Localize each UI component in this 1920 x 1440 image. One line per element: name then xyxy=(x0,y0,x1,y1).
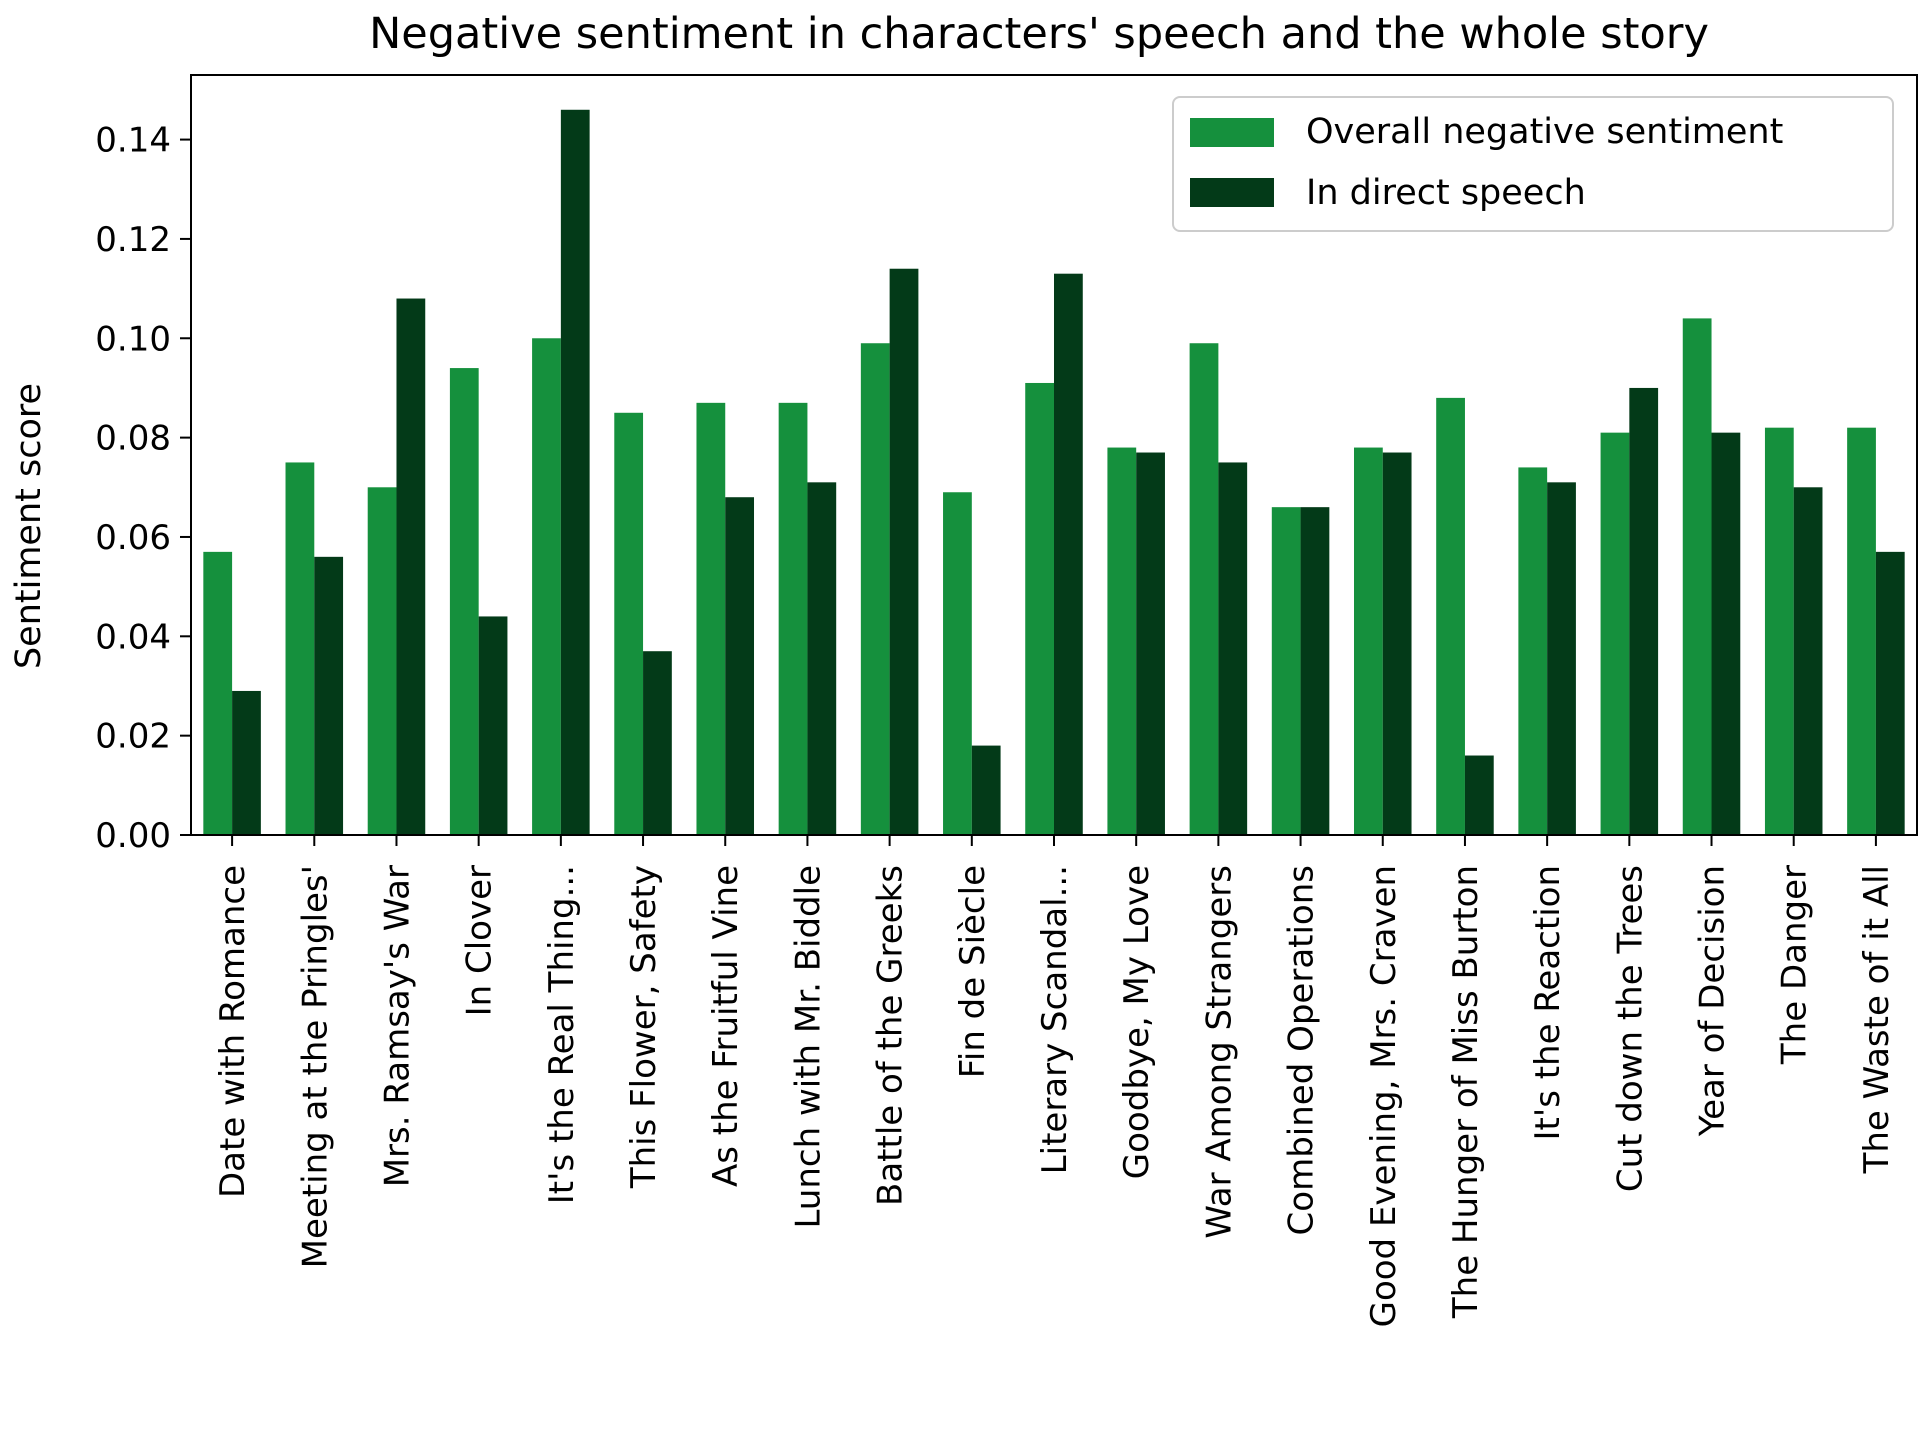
x-tick-label-11: Goodbye, My Love xyxy=(1117,865,1157,1179)
y-tick-label-5: 0.10 xyxy=(95,319,171,359)
x-tick-label-4: It's the Real Thing... xyxy=(542,865,582,1204)
bar-direct-speech-6 xyxy=(725,497,755,835)
bar-direct-speech-16 xyxy=(1547,482,1576,835)
bar-direct-speech-19 xyxy=(1793,487,1823,835)
y-tick-label-4: 0.08 xyxy=(95,419,171,459)
bar-overall-0 xyxy=(203,551,233,835)
legend: Overall negative sentiment In direct spe… xyxy=(1172,96,1894,232)
bar-direct-speech-7 xyxy=(807,482,837,835)
x-tick-label-18: Year of Decision xyxy=(1693,865,1733,1137)
x-tick-label-12: War Among Strangers xyxy=(1199,865,1239,1239)
bar-overall-16 xyxy=(1518,467,1548,835)
y-tick-label-1: 0.02 xyxy=(95,717,171,757)
bar-overall-6 xyxy=(696,402,726,835)
y-tick-label-0: 0.00 xyxy=(95,816,171,856)
bar-direct-speech-0 xyxy=(232,690,261,835)
bar-overall-4 xyxy=(532,338,561,835)
x-tick-label-5: This Flower, Safety xyxy=(624,865,664,1189)
bar-direct-speech-12 xyxy=(1218,462,1248,835)
y-tick-label-3: 0.06 xyxy=(95,518,171,558)
bar-overall-20 xyxy=(1847,427,1876,835)
legend-label-direct-speech: In direct speech xyxy=(1306,173,1586,213)
x-tick-label-7: Lunch with Mr. Biddle xyxy=(788,865,828,1229)
bar-overall-19 xyxy=(1764,427,1794,835)
legend-swatch-direct-speech xyxy=(1190,178,1274,207)
bar-overall-7 xyxy=(778,402,808,835)
bar-direct-speech-5 xyxy=(643,651,672,835)
x-tick-label-10: Literary Scandal... xyxy=(1035,865,1075,1174)
bar-overall-9 xyxy=(943,492,972,835)
bar-overall-12 xyxy=(1189,343,1219,835)
x-tick-label-16: It's the Reaction xyxy=(1528,865,1568,1141)
bar-direct-speech-9 xyxy=(971,745,1001,835)
x-tick-label-1: Meeting at the Pringles' xyxy=(295,865,335,1268)
bar-direct-speech-17 xyxy=(1629,387,1659,835)
x-tick-label-15: The Hunger of Miss Burton xyxy=(1446,865,1486,1319)
bar-direct-speech-14 xyxy=(1382,452,1412,835)
bar-direct-speech-20 xyxy=(1875,551,1905,835)
x-tick-label-13: Combined Operations xyxy=(1282,865,1322,1235)
bar-direct-speech-8 xyxy=(889,268,919,836)
bar-overall-15 xyxy=(1436,397,1465,835)
legend-label-overall: Overall negative sentiment xyxy=(1306,112,1783,152)
bar-direct-speech-11 xyxy=(1136,452,1165,835)
bar-overall-3 xyxy=(449,368,479,835)
x-tick-label-19: The Danger xyxy=(1775,865,1815,1065)
bar-overall-18 xyxy=(1682,318,1712,835)
legend-swatch-overall xyxy=(1190,118,1274,147)
bar-overall-2 xyxy=(367,487,397,835)
bar-overall-17 xyxy=(1600,432,1630,835)
bars-layer xyxy=(203,109,1905,836)
bar-direct-speech-15 xyxy=(1464,755,1494,835)
x-tick-label-6: As the Fruitful Vine xyxy=(706,865,746,1187)
bar-overall-11 xyxy=(1107,447,1137,835)
plot-frame xyxy=(190,74,1918,836)
bar-overall-10 xyxy=(1025,382,1054,835)
bar-overall-8 xyxy=(860,343,890,835)
bar-direct-speech-3 xyxy=(478,616,508,835)
bar-direct-speech-1 xyxy=(314,556,344,835)
x-tick-label-9: Fin de Siècle xyxy=(953,865,993,1078)
bar-overall-5 xyxy=(614,412,644,835)
bar-overall-1 xyxy=(285,462,315,835)
x-tick-label-14: Good Evening, Mrs. Craven xyxy=(1364,865,1404,1327)
x-tick-label-0: Date with Romance xyxy=(213,865,253,1198)
legend-box xyxy=(1172,96,1894,232)
y-tick-label-7: 0.14 xyxy=(95,121,171,161)
bar-direct-speech-10 xyxy=(1054,273,1083,835)
bar-direct-speech-13 xyxy=(1300,507,1330,835)
bar-direct-speech-4 xyxy=(560,109,590,835)
x-tick-label-8: Battle of the Greeks xyxy=(871,865,911,1206)
chart-title: Negative sentiment in characters' speech… xyxy=(369,9,1709,59)
x-tick-label-3: In Clover xyxy=(460,865,500,1016)
y-tick-label-6: 0.12 xyxy=(95,220,171,260)
x-tick-label-20: The Waste of it All xyxy=(1857,865,1897,1174)
x-axis: Date with Romance Meeting at the Pringles… xyxy=(213,835,1897,1327)
y-axis-label: Sentiment score xyxy=(9,383,49,669)
x-tick-label-17: Cut down the Trees xyxy=(1610,865,1650,1192)
bar-overall-13 xyxy=(1271,507,1301,835)
bar-overall-14 xyxy=(1354,447,1383,835)
bar-direct-speech-18 xyxy=(1711,432,1741,835)
y-axis: 0.00 0.02 0.04 0.06 0.08 0.10 0.12 0.14 xyxy=(95,121,191,856)
bar-direct-speech-2 xyxy=(396,298,426,835)
x-tick-label-2: Mrs. Ramsay's War xyxy=(377,865,417,1187)
y-tick-label-2: 0.04 xyxy=(95,617,171,657)
